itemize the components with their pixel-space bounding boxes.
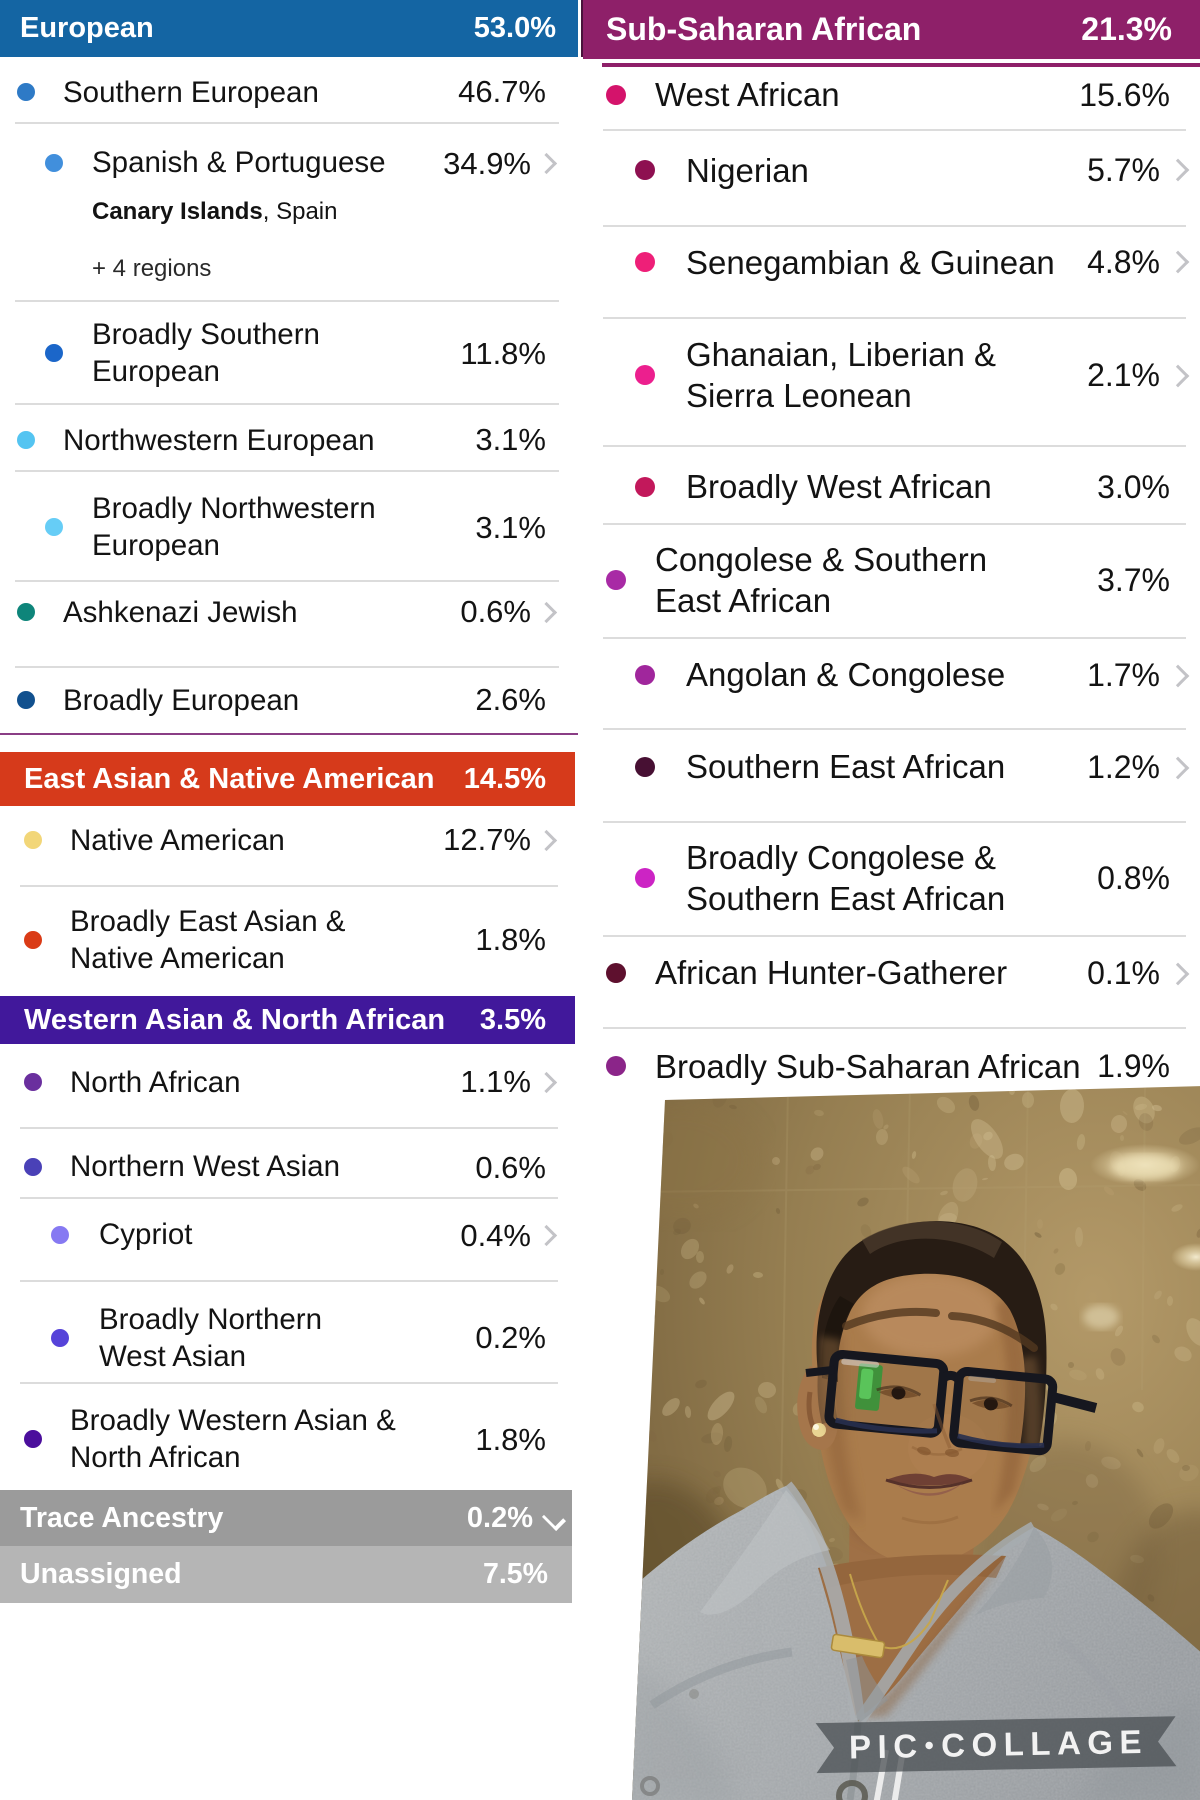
svg-text:PIC•COLLAGE: PIC•COLLAGE [849, 1723, 1149, 1766]
